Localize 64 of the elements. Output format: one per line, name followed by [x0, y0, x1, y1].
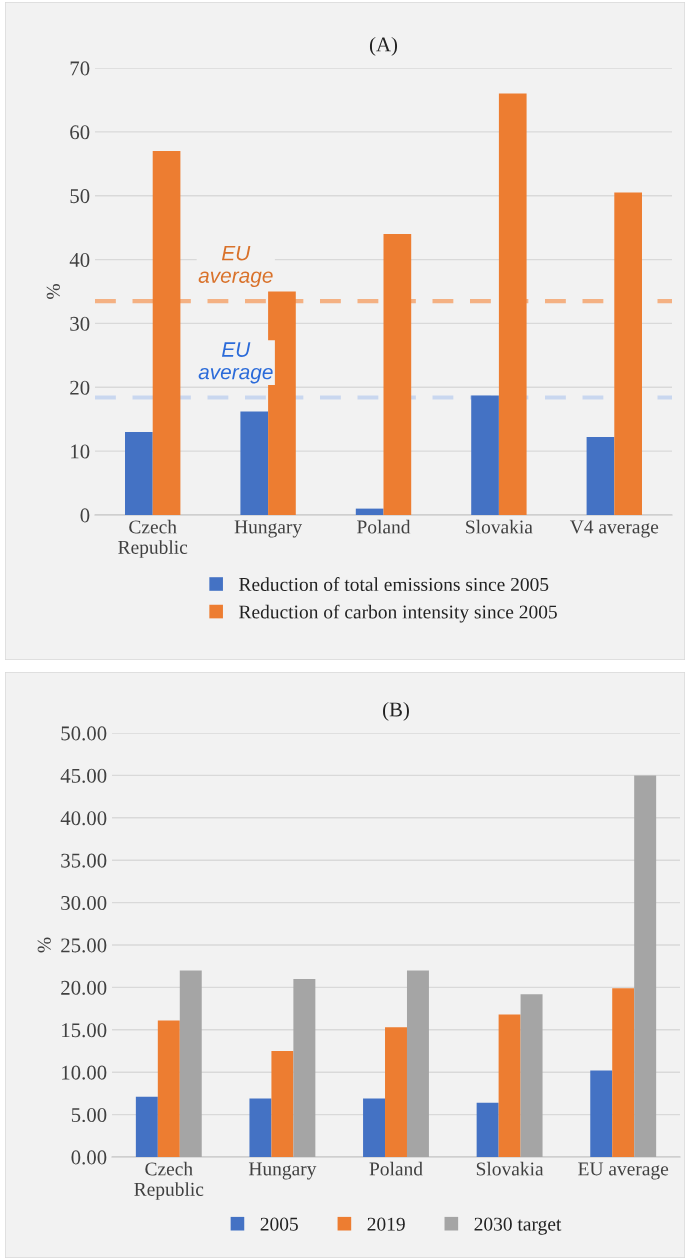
x-tick-label: Slovakia — [476, 1161, 544, 1176]
chart-title: (B) — [383, 701, 409, 721]
y-tick-label: 35.00 — [61, 853, 107, 868]
bar — [240, 411, 269, 515]
bar — [125, 431, 153, 515]
bar — [612, 988, 635, 1157]
y-tick-label: 60 — [70, 125, 90, 140]
y-tick-label: 50.00 — [61, 726, 107, 741]
y-tick-label: 30.00 — [61, 895, 107, 911]
x-tick-label: EU average — [578, 1162, 669, 1180]
x-tick-label: Poland — [357, 519, 411, 534]
x-tick-label: V4 average — [569, 520, 659, 538]
y-tick-label: 20 — [70, 380, 90, 395]
ref-line-label: EU average — [198, 245, 273, 288]
bar — [476, 1102, 499, 1157]
y-tick-label: 10 — [71, 444, 90, 459]
legend-label: Reduction of total emissions since 2005 — [239, 577, 549, 591]
x-tick-label: Hungary — [234, 520, 303, 538]
y-tick-label: 0.00 — [71, 1150, 107, 1165]
x-tick-label: Poland — [369, 1161, 423, 1176]
bar — [590, 1070, 613, 1157]
legend-label: Reduction of carbon intensity since 2005 — [239, 604, 557, 623]
bar — [271, 1051, 294, 1157]
y-axis-title: % — [37, 937, 51, 953]
chart-title: (A) — [369, 36, 398, 56]
x-tick-label: Czech Republic — [134, 1161, 204, 1200]
bar — [614, 192, 642, 515]
y-tick-label: 5.00 — [71, 1107, 107, 1123]
legend-label: 2005 — [260, 1217, 298, 1231]
y-tick-label: 50 — [70, 189, 90, 204]
bar — [498, 1014, 521, 1157]
bar — [152, 151, 181, 515]
legend-label: 2030 target — [474, 1217, 562, 1235]
bar — [157, 1020, 180, 1157]
legend-label: 2019 — [367, 1217, 405, 1231]
bar — [293, 978, 316, 1157]
x-tick-label: Czech Republic — [118, 519, 188, 558]
bar — [383, 234, 412, 515]
y-tick-label: 45.00 — [60, 768, 107, 783]
y-tick-label: 20.00 — [61, 980, 107, 995]
ref-line-label: EU average — [198, 342, 273, 384]
y-tick-label: 15.00 — [62, 1023, 107, 1038]
bar — [406, 970, 429, 1157]
y-tick-label: 70 — [70, 61, 90, 76]
bar — [135, 1096, 158, 1157]
bar — [520, 994, 543, 1157]
y-tick-label: 10.00 — [62, 1065, 107, 1080]
bar — [634, 775, 657, 1157]
bar — [498, 93, 527, 515]
x-tick-label: Slovakia — [466, 519, 533, 534]
y-axis-title: % — [46, 284, 60, 299]
x-tick-label: Hungary — [248, 1162, 317, 1180]
y-tick-label: 40.00 — [60, 811, 107, 826]
bar — [249, 1098, 272, 1157]
bar — [355, 508, 384, 515]
y-tick-label: 25.00 — [61, 938, 107, 953]
bar — [179, 970, 202, 1157]
bar — [471, 395, 499, 515]
bar — [586, 437, 615, 515]
y-tick-label: 40 — [69, 252, 90, 267]
y-tick-label: 0 — [80, 508, 90, 523]
bar — [363, 1098, 386, 1157]
bar — [385, 1027, 407, 1157]
y-tick-label: 30 — [70, 316, 90, 331]
